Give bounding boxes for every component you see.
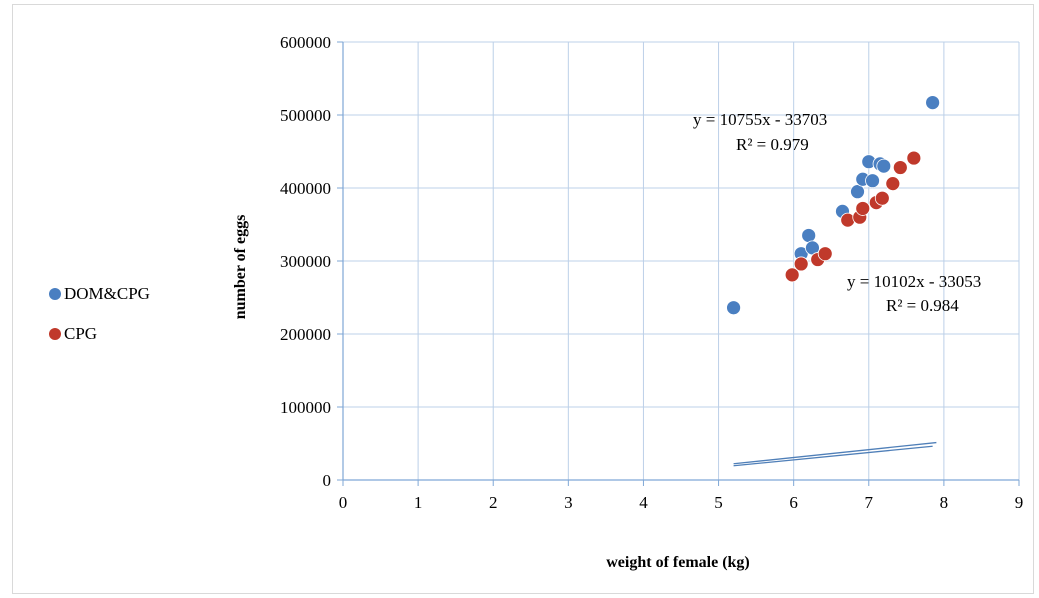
x-tick-label: 8	[940, 493, 949, 512]
y-tick-label: 400000	[280, 179, 331, 198]
y-axis-label: number of eggs	[232, 215, 249, 320]
data-point-series-0	[801, 228, 817, 243]
data-point-series-0	[850, 184, 865, 200]
eq1-equation: y = 10755x - 33703	[693, 110, 827, 129]
eq1-r2: R² = 0.979	[736, 135, 809, 154]
data-point-series-1	[817, 246, 833, 262]
data-point-series-0	[876, 158, 892, 174]
legend-item-dom-cpg: DOM&CPG	[49, 283, 150, 305]
y-tick-label: 0	[323, 471, 332, 490]
legend-marker-cpg	[49, 328, 61, 340]
x-tick-label: 6	[789, 493, 798, 512]
grid-lines	[343, 41, 1020, 480]
x-tick-label: 2	[489, 493, 498, 512]
y-tick-label: 200000	[280, 325, 331, 344]
y-tick-label: 500000	[280, 106, 331, 125]
x-tick-label: 3	[564, 493, 573, 512]
x-tick-label: 9	[1015, 493, 1024, 512]
legend-label-cpg: CPG	[64, 324, 98, 343]
x-tick-label: 0	[339, 493, 348, 512]
scatter-chart: 0 1 2 3 4 5 6 7 8 9 0 100000 200000 300000 400000 50000…	[232, 33, 1023, 571]
data-point-series-1	[855, 201, 871, 216]
trendline-0	[733, 441, 937, 465]
x-tick-label: 7	[865, 493, 874, 512]
trendline-1	[733, 445, 933, 467]
legend-item-cpg: CPG	[49, 323, 150, 345]
chart-frame: 0 1 2 3 4 5 6 7 8 9 0 100000 200000 300000 400000 50000…	[12, 4, 1034, 594]
x-tick-label: 4	[639, 493, 648, 512]
legend-marker-dom-cpg	[49, 288, 61, 300]
y-tick-label: 300000	[280, 252, 331, 271]
data-points	[726, 95, 941, 316]
data-point-series-1	[784, 267, 800, 283]
x-tick-label: 1	[414, 493, 423, 512]
axes	[337, 41, 1020, 486]
data-point-series-1	[874, 190, 890, 206]
data-point-series-1	[892, 160, 908, 175]
eq2-r2: R² = 0.984	[886, 296, 959, 315]
data-point-series-1	[906, 150, 922, 166]
x-tick-label: 5	[714, 493, 723, 512]
x-axis-label: weight of female (kg)	[606, 554, 750, 571]
y-tick-label: 100000	[280, 398, 331, 417]
legend: DOM&CPG CPG	[49, 283, 150, 363]
data-point-series-0	[726, 300, 741, 316]
data-point-series-1	[793, 256, 809, 272]
data-point-series-0	[865, 173, 880, 189]
data-point-series-0	[925, 95, 941, 110]
y-tick-label: 600000	[280, 33, 331, 52]
tick-labels: 0 1 2 3 4 5 6 7 8 9 0 100000 200000 300000 400000 50000…	[280, 33, 1023, 512]
legend-label-dom-cpg: DOM&CPG	[64, 284, 150, 303]
trendlines	[733, 441, 937, 467]
data-point-series-1	[885, 176, 901, 192]
eq2-equation: y = 10102x - 33053	[847, 272, 981, 291]
